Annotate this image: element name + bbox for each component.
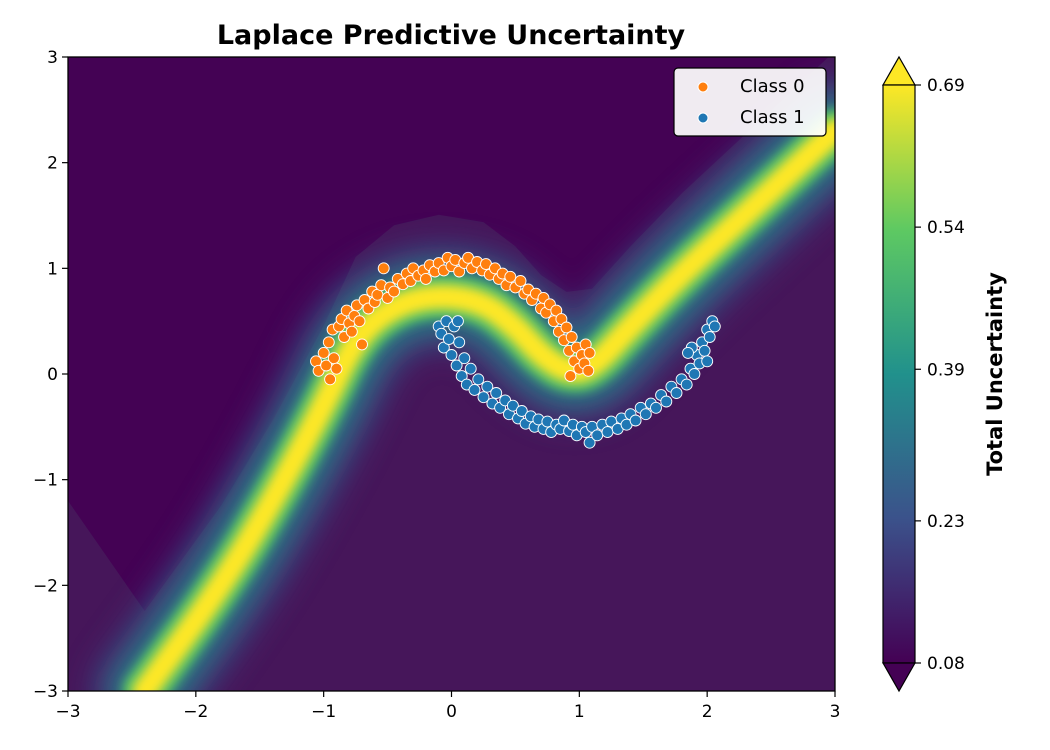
point-class-1-16 xyxy=(481,380,494,393)
point-class-0-5 xyxy=(324,373,337,386)
colorbar-tick-label: 0.54 xyxy=(927,218,965,238)
y-tick-label: −3 xyxy=(33,682,58,702)
point-class-0-83 xyxy=(583,346,596,359)
chart-title: Laplace Predictive Uncertainty xyxy=(217,20,686,51)
x-tick-label: −2 xyxy=(183,702,208,722)
point-class-1-74 xyxy=(451,315,464,328)
colorbar-tick-label: 0.08 xyxy=(927,654,965,674)
x-tick-label: 1 xyxy=(574,702,585,722)
legend-label-class-1: Class 1 xyxy=(740,107,805,128)
point-class-1-54 xyxy=(650,401,662,414)
colorbar-ticks: 0.08 0.23 0.39 0.54 0.69 xyxy=(915,76,965,674)
point-class-1-15 xyxy=(477,391,490,404)
colorbar-gradient xyxy=(882,84,916,664)
point-class-1-66 xyxy=(698,344,711,357)
point-class-0-28 xyxy=(388,285,400,298)
point-class-1-4 xyxy=(442,333,455,346)
colorbar-extend-max xyxy=(881,55,917,86)
low-uncertainty-region xyxy=(68,57,835,611)
point-class-0-82 xyxy=(564,370,577,383)
colorbar: 0.08 0.23 0.39 0.54 0.69 Total Uncertainty xyxy=(881,55,1007,693)
y-tick-label: 0 xyxy=(47,365,58,385)
x-tick-label: −3 xyxy=(55,702,80,722)
point-class-1-42 xyxy=(591,429,604,442)
point-class-0-36 xyxy=(419,272,432,285)
x-tick-label: 3 xyxy=(830,702,841,722)
point-class-0-72 xyxy=(560,321,573,334)
x-tick-label: 0 xyxy=(446,702,457,722)
point-class-1-50 xyxy=(629,414,642,427)
point-class-1-60 xyxy=(680,378,693,391)
point-class-1-10 xyxy=(458,352,471,365)
point-class-1-52 xyxy=(639,408,652,421)
boundary-band-layer-3 xyxy=(132,119,835,691)
colorbar-tick-label: 0.23 xyxy=(927,512,965,532)
legend: Class 0 Class 1 xyxy=(673,67,827,137)
point-class-0-56 xyxy=(504,270,517,283)
point-class-1-22 xyxy=(506,399,519,412)
y-tick-label: 2 xyxy=(47,154,58,174)
y-tick-label: 3 xyxy=(47,48,58,68)
point-class-1-68 xyxy=(703,331,716,343)
point-class-1-12 xyxy=(464,362,477,375)
colorbar-label: Total Uncertainty xyxy=(983,272,1007,476)
y-tick-label: −1 xyxy=(33,471,58,491)
decision-boundary-band xyxy=(89,76,835,691)
x-tick-label: −1 xyxy=(311,702,336,722)
point-class-0-14 xyxy=(345,325,358,338)
point-class-1-58 xyxy=(670,387,683,399)
point-class-1-72 xyxy=(682,346,694,359)
legend-marker-class-0 xyxy=(697,81,709,93)
point-class-0-8 xyxy=(330,362,343,375)
scatter-points xyxy=(310,251,721,449)
point-class-1-73 xyxy=(701,355,714,368)
legend-marker-class-1 xyxy=(697,112,709,124)
point-class-1-56 xyxy=(660,395,673,408)
colorbar-extend-min xyxy=(881,662,917,693)
point-class-0-74 xyxy=(565,331,578,343)
point-class-1-7 xyxy=(450,359,463,372)
colorbar-tick-label: 0.39 xyxy=(927,360,965,380)
point-class-0-25 xyxy=(377,262,390,275)
colorbar-tick-label: 0.69 xyxy=(927,76,965,96)
x-tick-label: 2 xyxy=(702,702,713,722)
point-class-1-14 xyxy=(472,373,485,386)
point-class-1-62 xyxy=(688,368,701,380)
point-class-1-8 xyxy=(453,336,466,349)
point-class-1-5 xyxy=(445,349,458,361)
point-class-1-24 xyxy=(515,405,528,417)
point-class-1-18 xyxy=(490,387,503,399)
y-tick-label: 1 xyxy=(47,259,58,279)
point-class-0-7 xyxy=(327,352,340,365)
point-class-0-81 xyxy=(582,364,595,377)
y-tick-label: −2 xyxy=(33,576,58,596)
y-axis: −3 −2 −1 0 1 2 3 xyxy=(33,48,68,702)
point-class-0-4 xyxy=(322,336,335,349)
point-class-1-70 xyxy=(708,320,721,333)
legend-label-class-0: Class 0 xyxy=(740,76,805,97)
point-class-0-17 xyxy=(353,315,366,328)
point-class-0-2 xyxy=(317,346,330,359)
plot-area: −3 −2 −1 0 1 2 3 −3 −2 −1 0 1 2 3 xyxy=(33,48,840,722)
point-class-1-40 xyxy=(583,436,596,449)
x-axis: −3 −2 −1 0 1 2 3 xyxy=(55,691,840,722)
point-class-0-58 xyxy=(514,275,527,287)
legend-box xyxy=(673,67,827,137)
point-class-0-18 xyxy=(356,338,368,351)
point-class-1-13 xyxy=(468,383,481,396)
point-class-1-44 xyxy=(601,426,614,439)
